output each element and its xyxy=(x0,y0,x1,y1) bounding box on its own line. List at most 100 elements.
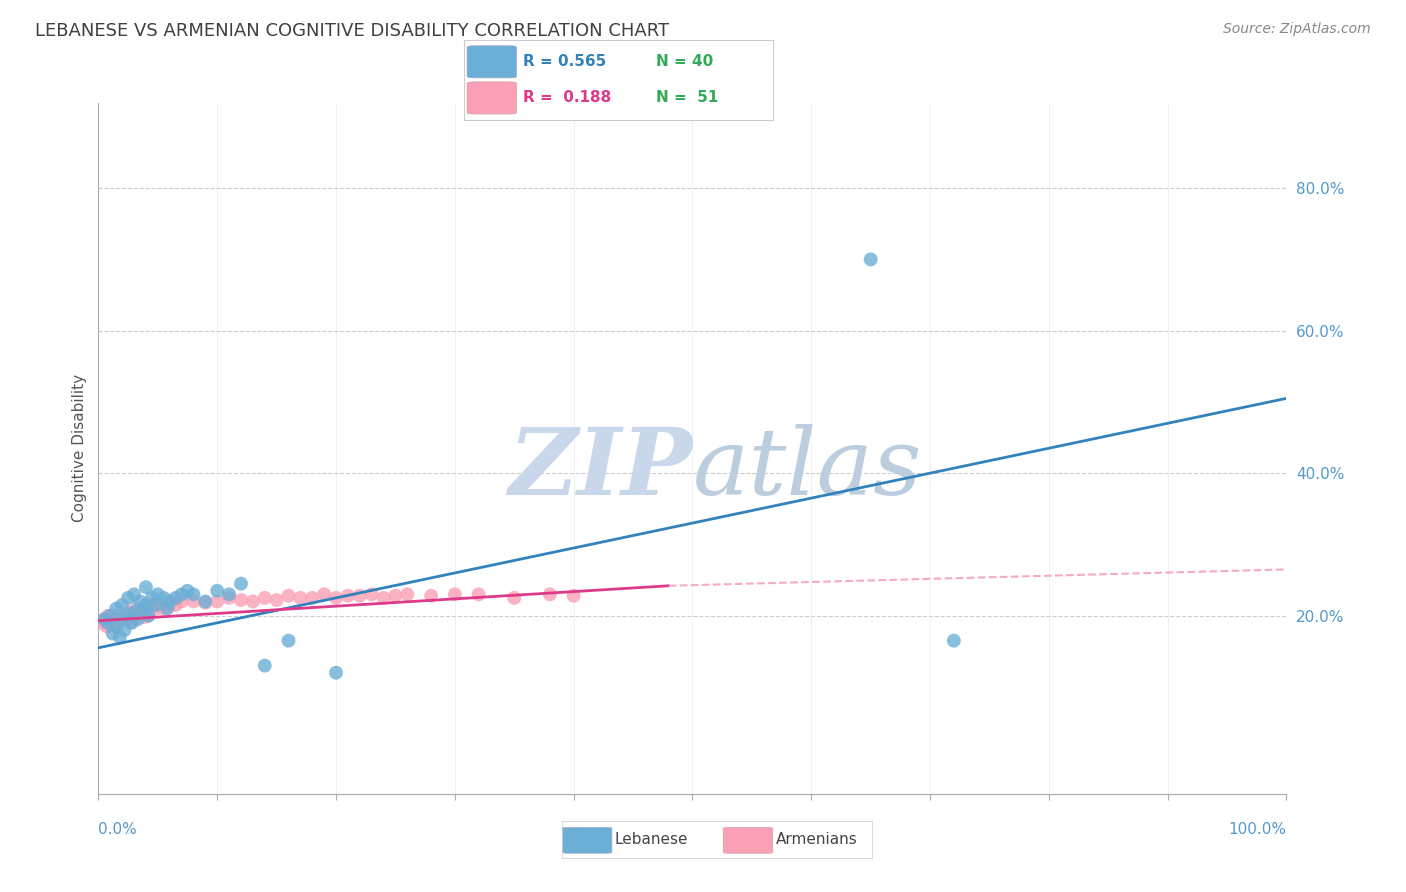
Point xyxy=(117,608,139,623)
Text: N =  51: N = 51 xyxy=(655,90,718,105)
Point xyxy=(194,596,217,610)
Point xyxy=(127,612,149,626)
Point xyxy=(253,591,276,605)
Point xyxy=(122,587,145,601)
FancyBboxPatch shape xyxy=(723,828,773,854)
Point xyxy=(132,610,155,624)
Point xyxy=(108,630,131,644)
Point xyxy=(165,591,187,605)
Text: N = 40: N = 40 xyxy=(655,54,713,70)
Text: R =  0.188: R = 0.188 xyxy=(523,90,612,105)
Point xyxy=(165,598,187,612)
Text: LEBANESE VS ARMENIAN COGNITIVE DISABILITY CORRELATION CHART: LEBANESE VS ARMENIAN COGNITIVE DISABILIT… xyxy=(35,22,669,40)
Point xyxy=(122,610,145,624)
Point xyxy=(101,626,124,640)
Point xyxy=(145,601,167,615)
Point xyxy=(91,615,114,630)
Point xyxy=(132,601,155,615)
Point xyxy=(218,587,240,601)
Point xyxy=(253,658,276,673)
Point xyxy=(121,615,143,629)
Point xyxy=(207,594,229,608)
Point xyxy=(105,619,128,633)
Point xyxy=(97,615,120,630)
Point xyxy=(336,589,359,603)
Point xyxy=(170,587,193,601)
Point xyxy=(176,583,198,598)
Point xyxy=(98,617,121,632)
Point xyxy=(229,576,252,591)
Point xyxy=(105,619,128,633)
Point xyxy=(420,589,443,603)
Point xyxy=(98,608,121,623)
Point xyxy=(503,591,526,605)
Text: atlas: atlas xyxy=(692,424,922,514)
Point xyxy=(125,601,148,615)
Point xyxy=(159,598,181,612)
Point xyxy=(122,605,145,619)
Point xyxy=(242,594,264,608)
Point xyxy=(108,615,131,629)
Text: ZIP: ZIP xyxy=(508,424,692,514)
FancyBboxPatch shape xyxy=(467,45,516,78)
Point xyxy=(301,591,323,605)
Point xyxy=(93,612,115,626)
Text: R = 0.565: R = 0.565 xyxy=(523,54,606,70)
Point xyxy=(396,587,419,601)
Text: 0.0%: 0.0% xyxy=(98,822,138,837)
Point xyxy=(105,601,128,615)
Point xyxy=(135,580,157,594)
Point xyxy=(114,612,136,626)
Point xyxy=(562,589,585,603)
Point xyxy=(152,591,174,605)
Point xyxy=(194,594,217,608)
Point xyxy=(145,598,167,612)
Point xyxy=(183,587,205,601)
Point xyxy=(141,591,163,605)
Point xyxy=(97,608,120,623)
Point xyxy=(444,587,467,601)
Point xyxy=(96,619,118,633)
Point xyxy=(111,612,134,626)
Text: Lebanese: Lebanese xyxy=(614,832,689,847)
Point xyxy=(135,598,157,612)
Point xyxy=(135,601,157,615)
Point xyxy=(467,587,489,601)
Point xyxy=(105,608,128,623)
Point xyxy=(141,598,163,612)
FancyBboxPatch shape xyxy=(467,82,516,114)
Point xyxy=(129,594,152,608)
Point xyxy=(111,598,134,612)
Point xyxy=(111,610,134,624)
Point xyxy=(325,591,347,605)
Point xyxy=(218,591,240,605)
Point xyxy=(129,605,152,619)
Y-axis label: Cognitive Disability: Cognitive Disability xyxy=(72,374,87,523)
FancyBboxPatch shape xyxy=(562,828,612,854)
Point xyxy=(538,587,561,601)
Text: 100.0%: 100.0% xyxy=(1229,822,1286,837)
Point xyxy=(325,665,347,680)
Point xyxy=(183,594,205,608)
Point xyxy=(136,608,159,623)
Point xyxy=(314,587,336,601)
Point xyxy=(121,615,143,630)
Point xyxy=(146,598,169,612)
Point xyxy=(170,594,193,608)
Point xyxy=(159,594,181,608)
Point xyxy=(101,612,124,626)
Point xyxy=(229,593,252,607)
Point xyxy=(152,601,174,615)
Point xyxy=(349,589,371,603)
Point xyxy=(117,605,139,619)
Point xyxy=(360,587,382,601)
Point xyxy=(290,591,312,605)
Point xyxy=(277,589,299,603)
Point xyxy=(266,593,288,607)
Text: Armenians: Armenians xyxy=(776,832,858,847)
Point xyxy=(207,583,229,598)
Point xyxy=(373,591,395,605)
Point xyxy=(136,608,159,623)
Text: Source: ZipAtlas.com: Source: ZipAtlas.com xyxy=(1223,22,1371,37)
Point xyxy=(114,623,136,637)
